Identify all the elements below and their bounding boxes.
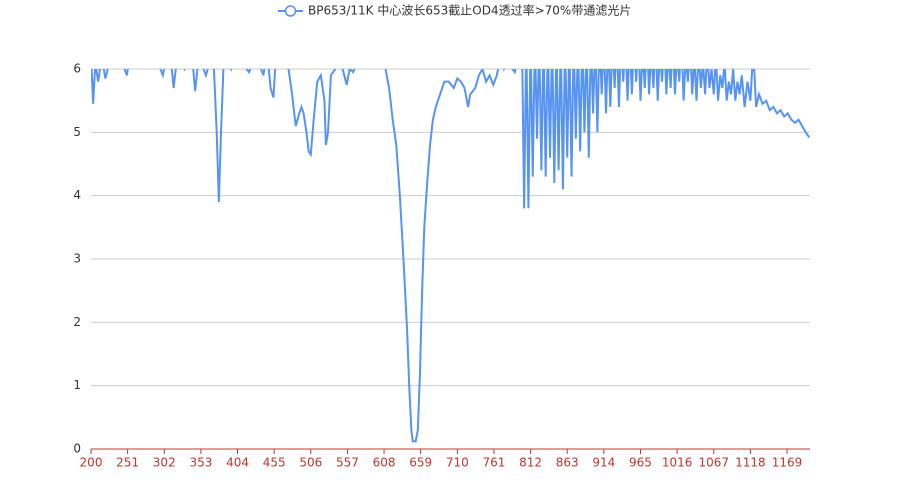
y-tick-label: 3 xyxy=(73,252,81,266)
x-tick-label: 914 xyxy=(592,456,615,470)
x-tick-label: 1067 xyxy=(698,456,729,470)
x-tick-label: 251 xyxy=(116,456,139,470)
legend-label: BP653/11K 中心波长653截止OD4透过率>70%带通滤光片 xyxy=(308,3,631,18)
y-tick-label: 1 xyxy=(73,378,81,392)
x-tick-label: 455 xyxy=(263,456,286,470)
x-tick-label: 710 xyxy=(446,456,469,470)
y-tick-label: 6 xyxy=(73,62,81,76)
x-tick-label: 965 xyxy=(629,456,652,470)
x-tick-label: 1169 xyxy=(772,456,803,470)
legend-symbol xyxy=(284,5,297,17)
x-tick-label: 863 xyxy=(556,456,579,470)
x-tick-label: 302 xyxy=(153,456,176,470)
x-tick-label: 761 xyxy=(483,456,506,470)
x-tick-label: 557 xyxy=(336,456,359,470)
x-tick-label: 353 xyxy=(189,456,212,470)
y-tick-label: 4 xyxy=(73,188,81,202)
x-tick-label: 608 xyxy=(373,456,396,470)
y-tick-label: 2 xyxy=(73,315,81,329)
x-tick-label: 1118 xyxy=(735,456,766,470)
series-line xyxy=(91,69,810,443)
x-tick-label: 1016 xyxy=(662,456,693,470)
x-tick-label: 659 xyxy=(409,456,432,470)
x-tick-label: 200 xyxy=(80,456,103,470)
x-tick-label: 812 xyxy=(519,456,542,470)
x-tick-label: 404 xyxy=(226,456,249,470)
y-tick-label: 5 xyxy=(73,125,81,139)
y-tick-label: 0 xyxy=(73,442,81,456)
x-tick-label: 506 xyxy=(299,456,322,470)
